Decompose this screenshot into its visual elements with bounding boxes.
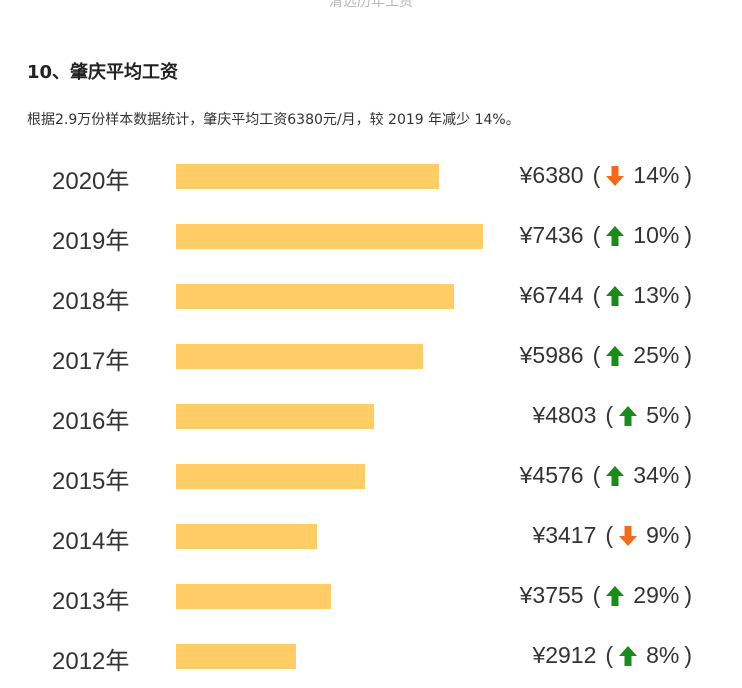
open-paren: ( <box>592 282 601 308</box>
close-paren: ) <box>684 222 692 248</box>
salary-bar <box>176 224 483 249</box>
change-percent-label: 34% <box>633 462 680 488</box>
open-paren: ( <box>605 402 614 428</box>
value-group: ¥6380 (14%) <box>520 162 692 189</box>
salary-value-label: ¥4803 <box>532 402 597 428</box>
chart-row: 2015年 ¥4576 (34%) <box>0 448 742 508</box>
salary-value-label: ¥6744 <box>519 282 584 308</box>
value-group: ¥3417 (9%) <box>532 522 692 549</box>
chart-row: 2017年 ¥5986 (25%) <box>0 328 742 388</box>
change-percent-label: 8% <box>646 642 680 668</box>
salary-value-label: ¥3755 <box>519 582 584 608</box>
top-caption: 清远历年工资 <box>329 0 413 10</box>
salary-bar <box>176 644 296 669</box>
chart-row: 2016年 ¥4803 (5%) <box>0 388 742 448</box>
arrow-up-icon <box>606 465 625 486</box>
salary-value-label: ¥2912 <box>532 642 597 668</box>
arrow-down-icon <box>606 165 625 186</box>
close-paren: ) <box>684 582 692 608</box>
category-label: 2017年 <box>52 348 130 375</box>
open-paren: ( <box>592 582 601 608</box>
open-paren: ( <box>592 462 601 488</box>
salary-bar <box>176 164 439 189</box>
arrow-up-icon <box>619 405 638 426</box>
value-group: ¥6744 (13%) <box>520 282 692 309</box>
arrow-up-icon <box>619 645 638 666</box>
chart-row: 2018年 ¥6744 (13%) <box>0 268 742 328</box>
salary-bar <box>176 464 365 489</box>
close-paren: ) <box>684 342 692 368</box>
close-paren: ) <box>684 462 692 488</box>
open-paren: ( <box>592 342 601 368</box>
value-group: ¥4576 (34%) <box>520 462 692 489</box>
open-paren: ( <box>605 522 614 548</box>
salary-bar <box>176 404 374 429</box>
summary-text: 根据2.9万份样本数据统计，肇庆平均工资6380元/月，较 2019 年减少 1… <box>27 112 520 128</box>
value-group: ¥2912 (8%) <box>532 642 692 669</box>
category-label: 2016年 <box>52 408 130 435</box>
value-group: ¥4803 (5%) <box>532 402 692 429</box>
salary-bar-chart: 2020年 ¥6380 (14%) 2019年 ¥7436 (10%) 2018年 ¥6744… <box>0 148 742 682</box>
change-percent-label: 14% <box>633 162 680 188</box>
chart-row: 2014年 ¥3417 (9%) <box>0 508 742 568</box>
salary-bar <box>176 524 317 549</box>
open-paren: ( <box>592 162 601 188</box>
arrow-up-icon <box>606 585 625 606</box>
salary-bar <box>176 284 454 309</box>
chart-row: 2013年 ¥3755 (29%) <box>0 568 742 628</box>
salary-bar <box>176 584 331 609</box>
salary-value-label: ¥3417 <box>532 522 597 548</box>
close-paren: ) <box>684 402 692 428</box>
category-label: 2019年 <box>52 228 130 255</box>
chart-row: 2020年 ¥6380 (14%) <box>0 148 742 208</box>
category-label: 2015年 <box>52 468 130 495</box>
change-percent-label: 5% <box>646 402 680 428</box>
salary-value-label: ¥5986 <box>519 342 584 368</box>
close-paren: ) <box>684 522 692 548</box>
arrow-up-icon <box>606 345 625 366</box>
change-percent-label: 10% <box>633 222 680 248</box>
arrow-up-icon <box>606 285 625 306</box>
category-label: 2018年 <box>52 288 130 315</box>
chart-row: 2012年 ¥2912 (8%) <box>0 628 742 688</box>
salary-bar <box>176 344 423 369</box>
category-label: 2012年 <box>52 648 130 675</box>
value-group: ¥7436 (10%) <box>520 222 692 249</box>
chart-row: 2019年 ¥7436 (10%) <box>0 208 742 268</box>
open-paren: ( <box>605 642 614 668</box>
category-label: 2013年 <box>52 588 130 615</box>
change-percent-label: 13% <box>633 282 680 308</box>
close-paren: ) <box>684 282 692 308</box>
value-group: ¥5986 (25%) <box>520 342 692 369</box>
close-paren: ) <box>684 642 692 668</box>
open-paren: ( <box>592 222 601 248</box>
salary-value-label: ¥6380 <box>519 162 584 188</box>
arrow-down-icon <box>619 525 638 546</box>
close-paren: ) <box>684 162 692 188</box>
change-percent-label: 29% <box>633 582 680 608</box>
salary-value-label: ¥7436 <box>519 222 584 248</box>
category-label: 2020年 <box>52 168 130 195</box>
change-percent-label: 25% <box>633 342 680 368</box>
change-percent-label: 9% <box>646 522 680 548</box>
category-label: 2014年 <box>52 528 130 555</box>
value-group: ¥3755 (29%) <box>520 582 692 609</box>
salary-value-label: ¥4576 <box>519 462 584 488</box>
arrow-up-icon <box>606 225 625 246</box>
section-heading: 10、肇庆平均工资 <box>27 62 179 83</box>
